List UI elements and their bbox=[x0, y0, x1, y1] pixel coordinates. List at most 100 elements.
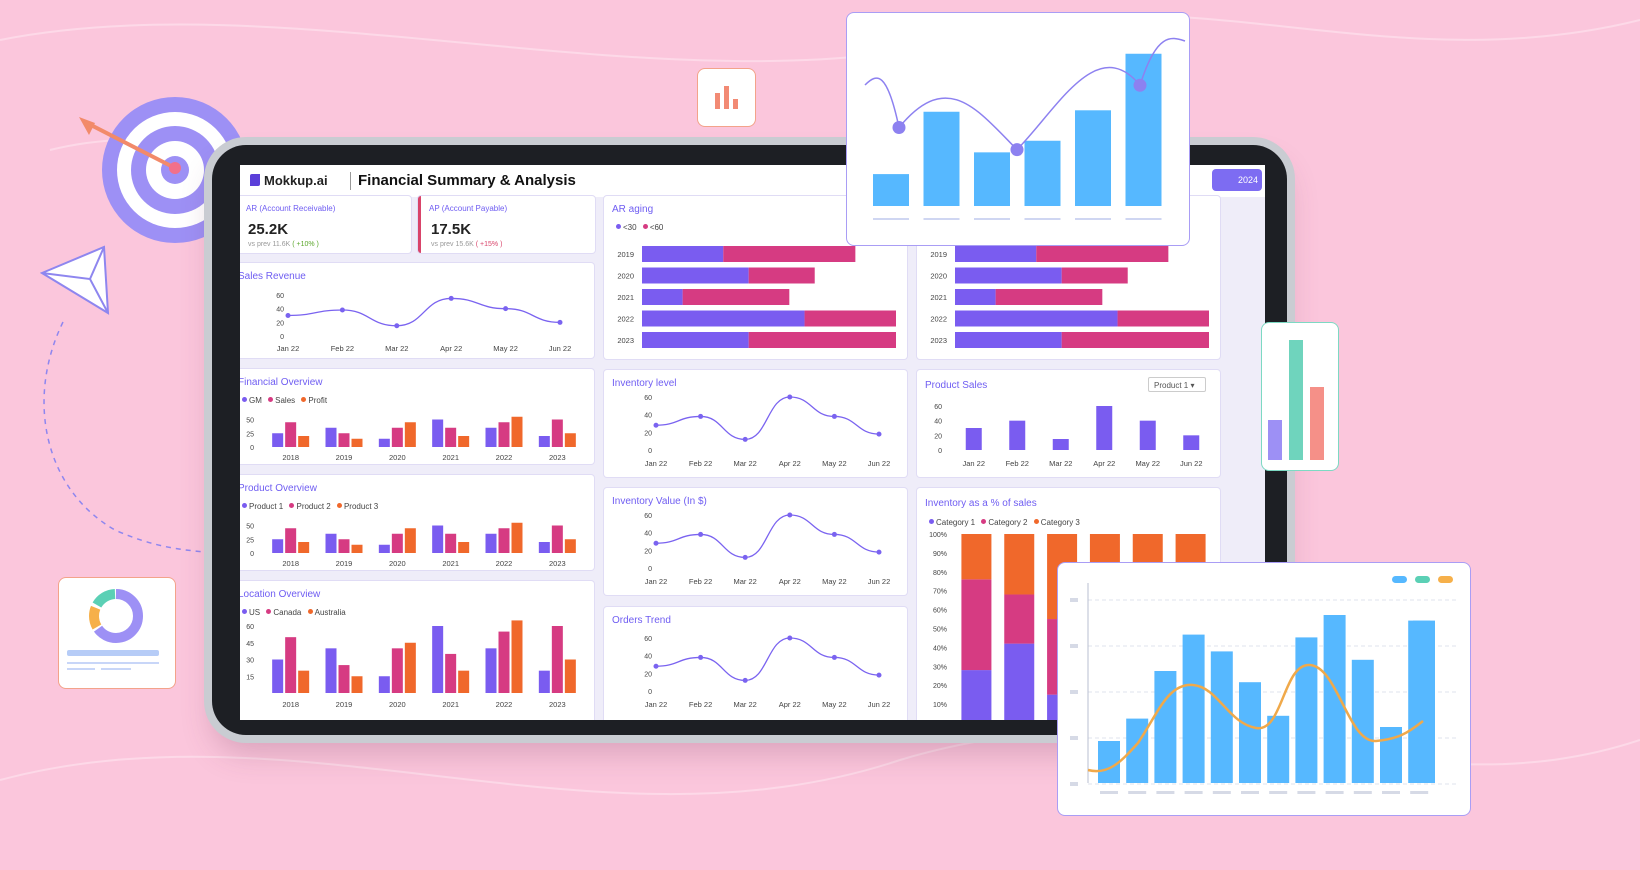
bar bbox=[325, 427, 337, 447]
data-point bbox=[876, 549, 882, 555]
x-tick-placeholder bbox=[1184, 791, 1203, 794]
bar-segment bbox=[1004, 594, 1035, 644]
data-point bbox=[698, 413, 704, 419]
mokkup-logo-icon bbox=[250, 174, 260, 186]
x-tick-label: Apr 22 bbox=[779, 700, 801, 709]
bar bbox=[1125, 53, 1162, 206]
bar-segment bbox=[748, 332, 896, 348]
bar-segment bbox=[682, 289, 790, 305]
financial-overview-card: Financial Overview GM Sales Profit 0 25 50… bbox=[240, 369, 594, 464]
card-title: Orders Trend bbox=[612, 615, 671, 626]
y-tick-placeholder bbox=[1070, 736, 1078, 740]
bar-segment bbox=[955, 246, 1037, 262]
y-tick-label: 40 bbox=[276, 307, 284, 314]
bar bbox=[432, 626, 444, 693]
kpi-card-ar: AR (Account Receivable) 25.2K vs prev 11… bbox=[240, 196, 411, 253]
kpi-delta: ( +10% ) bbox=[292, 241, 319, 248]
y-tick-label: 80% bbox=[933, 570, 947, 577]
x-tick-label: Feb 22 bbox=[689, 577, 712, 586]
bar-segment bbox=[1004, 534, 1035, 595]
x-tick-label: Apr 22 bbox=[1093, 459, 1115, 468]
brand-logo[interactable]: Mokkup.ai bbox=[250, 173, 328, 188]
data-point bbox=[831, 654, 837, 660]
bar-segment bbox=[955, 310, 1118, 327]
x-tick-placeholder bbox=[1156, 791, 1175, 794]
y-tick-label: 2023 bbox=[930, 336, 947, 345]
bar bbox=[1267, 715, 1290, 783]
date-filter-badge[interactable]: 2024 bbox=[1212, 169, 1262, 191]
bar bbox=[1182, 634, 1205, 783]
bar bbox=[564, 659, 576, 693]
y-tick-label: 10% bbox=[933, 702, 947, 709]
x-tick-placeholder bbox=[1269, 791, 1288, 794]
x-tick-label: 2018 bbox=[282, 700, 299, 709]
bar-segment bbox=[642, 332, 749, 348]
y-tick-label: 2022 bbox=[930, 315, 947, 324]
x-tick-label: 2020 bbox=[389, 453, 406, 462]
card-title: Product Sales bbox=[925, 380, 988, 391]
legend-product-2: Product 2 bbox=[296, 502, 331, 511]
y-tick-label: 2020 bbox=[930, 272, 947, 281]
chevron-down-icon: ▾ bbox=[1190, 381, 1195, 390]
bar-segment bbox=[955, 267, 1062, 284]
y-tick-label: 2023 bbox=[617, 336, 634, 345]
y-tick-label: 20% bbox=[933, 683, 947, 690]
ar-aging-chart: 2019 2020 2021 2022 2023 bbox=[617, 246, 896, 348]
legend-product-1: Product 1 bbox=[249, 502, 284, 511]
bar bbox=[538, 670, 550, 693]
y-tick-label: 20 bbox=[644, 548, 652, 555]
y-tick-label: 0 bbox=[648, 566, 652, 573]
y-tick-label: 60 bbox=[644, 395, 652, 402]
data-point bbox=[876, 431, 882, 437]
x-tick-label: Feb 22 bbox=[689, 459, 712, 468]
y-tick-label: 40 bbox=[934, 419, 942, 426]
data-point bbox=[876, 672, 882, 678]
x-tick-label: Jan 22 bbox=[277, 344, 300, 353]
bar bbox=[298, 542, 310, 553]
bar bbox=[974, 152, 1010, 206]
inventory-level-card: Inventory level 0 20 40 60 Jan 22 Feb 22 Mar 2… bbox=[604, 370, 907, 477]
bar bbox=[1268, 420, 1282, 460]
x-tick-label: Jan 22 bbox=[645, 577, 668, 586]
x-tick-label: Jan 22 bbox=[962, 459, 985, 468]
series-line bbox=[655, 637, 880, 682]
bar bbox=[923, 111, 960, 206]
y-tick-label: 50 bbox=[246, 524, 254, 531]
x-tick-label: Apr 22 bbox=[779, 459, 801, 468]
bar bbox=[445, 427, 457, 447]
y-tick-label: 2020 bbox=[617, 272, 634, 281]
bar bbox=[378, 438, 390, 447]
kpi-prev: vs prev 15.6K bbox=[431, 241, 474, 248]
trend-point bbox=[1133, 78, 1147, 92]
chart-legend: Category 1 Category 2 Category 3 bbox=[925, 518, 1080, 527]
y-tick-label: 2019 bbox=[617, 250, 634, 259]
y-tick-label: 20 bbox=[276, 320, 284, 327]
y-tick-label: 90% bbox=[933, 551, 947, 558]
y-tick-label: 70% bbox=[933, 589, 947, 596]
bar bbox=[873, 174, 909, 206]
bar-segment bbox=[642, 267, 749, 284]
sales-revenue-card: Sales Revenue 0 20 40 60 Jan 22 Feb 22 Mar 22 A… bbox=[240, 263, 594, 358]
data-point bbox=[653, 422, 659, 428]
y-tick-label: 20 bbox=[934, 433, 942, 440]
legend-lt30: <30 bbox=[623, 223, 637, 232]
card-title: Product Overview bbox=[240, 483, 317, 494]
floating-bar-line-chart bbox=[864, 37, 1186, 220]
orders-trend-chart: 0 20 40 60 Jan 22 Feb 22 Mar 22 Apr 22 May 22 Jun… bbox=[644, 635, 890, 709]
x-tick-placeholder bbox=[1353, 791, 1372, 794]
x-tick-label: 2023 bbox=[549, 453, 566, 462]
trend-point bbox=[1010, 143, 1024, 157]
x-tick-label: Feb 22 bbox=[689, 700, 712, 709]
data-point bbox=[653, 540, 659, 546]
financial-overview-chart: 0 25 50 2018 2019 2020 2021 2022 2023 bbox=[246, 416, 576, 462]
y-tick-label: 2022 bbox=[617, 315, 634, 324]
product-dropdown[interactable]: Product 1 ▾ bbox=[1148, 377, 1206, 392]
inventory-value-chart: 0 20 40 60 Jan 22 Feb 22 Mar 22 Apr 22 May 22 Jun… bbox=[644, 512, 890, 586]
bar bbox=[404, 642, 416, 693]
legend-sales: Sales bbox=[275, 396, 296, 405]
bar bbox=[564, 433, 576, 447]
card-title: Location Overview bbox=[240, 589, 321, 600]
y-tick-label: 30 bbox=[246, 658, 254, 665]
legend-swatch bbox=[1392, 576, 1407, 583]
x-tick-label: Jan 22 bbox=[645, 700, 668, 709]
